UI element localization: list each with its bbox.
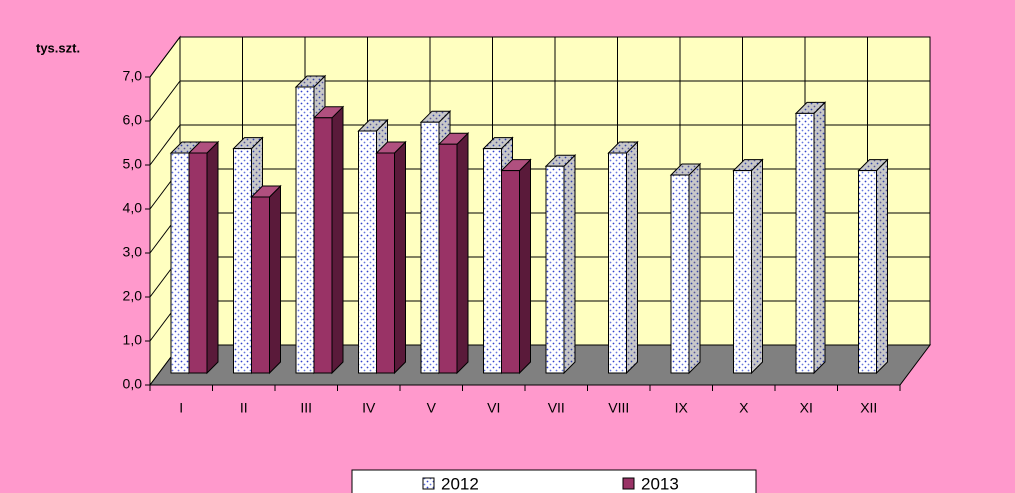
grid-line <box>149 80 181 122</box>
x-tick-label: VIII <box>608 400 629 416</box>
legend-label: 2013 <box>641 474 679 493</box>
bar <box>313 117 333 374</box>
x-tick-label: V <box>427 400 437 416</box>
bar <box>670 174 690 374</box>
bars <box>169 74 889 375</box>
bar <box>251 196 270 374</box>
x-tick-label: X <box>739 400 749 416</box>
bar <box>608 152 627 374</box>
bar-side <box>206 140 219 375</box>
y-axis-label: tys.szt. <box>36 40 80 55</box>
legend-label: 2012 <box>441 474 479 493</box>
bar-side <box>626 140 638 375</box>
x-tick-label: XI <box>800 400 813 416</box>
y-tick-label: 0,0 <box>123 376 143 392</box>
bar-side <box>751 158 763 375</box>
y-tick-label: 6,0 <box>123 112 143 128</box>
y-tick-label: 2,0 <box>123 288 143 304</box>
bar <box>858 170 877 374</box>
y-tick-label: 7,0 <box>123 68 143 84</box>
bar-side <box>331 105 344 375</box>
grid-line <box>149 124 181 166</box>
bar <box>170 152 190 374</box>
bar-side <box>519 158 531 375</box>
bar-side <box>688 162 701 375</box>
bar-side <box>456 131 469 375</box>
bar <box>438 143 458 374</box>
x-tick-label: IV <box>362 400 376 416</box>
bar <box>376 152 395 374</box>
bar-side <box>394 140 406 375</box>
bar <box>501 170 520 374</box>
bar <box>295 86 315 374</box>
legend-swatch <box>422 477 435 490</box>
bar-side <box>876 158 888 375</box>
x-tick-label: II <box>240 400 248 416</box>
bar-side <box>813 101 826 375</box>
bar <box>233 148 252 374</box>
x-tick-label: XII <box>860 400 877 416</box>
bar <box>545 165 565 374</box>
bar-side <box>563 153 576 375</box>
bar <box>483 148 502 374</box>
bar <box>188 152 208 374</box>
bar-side <box>269 184 281 375</box>
x-tick-label: IX <box>675 400 689 416</box>
y-tick-label: 5,0 <box>123 156 143 172</box>
y-tick-label: 4,0 <box>123 200 143 216</box>
bar <box>420 121 440 374</box>
y-tick-label: 3,0 <box>123 244 143 260</box>
x-tick-label: I <box>179 400 183 416</box>
legend <box>351 469 757 493</box>
x-tick-label: III <box>300 400 312 416</box>
y-tick-label: 1,0 <box>123 332 143 348</box>
grid-line <box>149 36 181 78</box>
bar <box>733 170 752 374</box>
x-tick-label: VII <box>548 400 565 416</box>
bar <box>795 112 815 374</box>
bar <box>358 130 377 374</box>
x-tick-label: VI <box>487 400 500 416</box>
legend-swatch <box>622 477 635 490</box>
